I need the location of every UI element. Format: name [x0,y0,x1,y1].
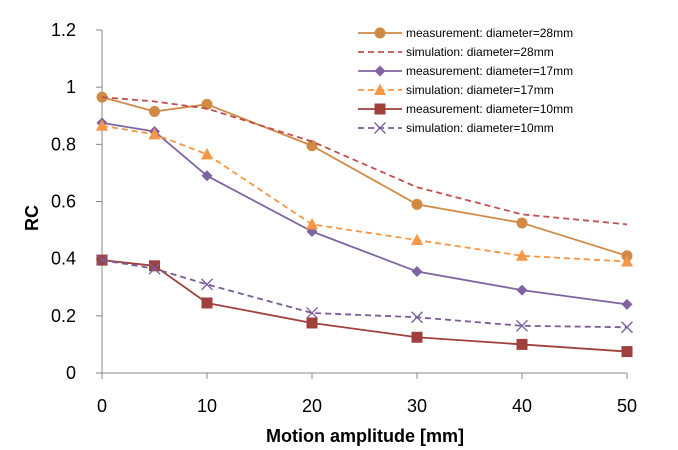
data-point [516,319,528,332]
series-6 [96,254,633,334]
legend-item: simulation: diameter=28mm [358,45,554,59]
data-point [149,260,160,272]
series-line [101,259,628,353]
y-tick-label: 0.2 [51,306,76,326]
x-tick-label: 10 [197,396,217,416]
legend-swatch-marker [374,65,386,77]
legend: measurement: diameter=28mm simulation: di… [358,26,573,135]
x-axis-title: Motion amplitude [mm] [266,426,464,446]
data-point [516,249,528,261]
data-point [516,217,528,229]
data-point [96,119,108,131]
data-point [201,147,213,160]
data-point [411,266,423,278]
y-axis: 0 0.2 0.4 0.6 0.8 1 1.2 [51,20,103,383]
y-tick-label: 0 [66,363,76,383]
legend-label: simulation: diameter=17mm [406,83,554,97]
series-layer [96,91,633,358]
legend-item: measurement: diameter=17mm [358,64,573,78]
legend-item: measurement: diameter=10mm [358,102,573,116]
data-point [306,140,318,152]
data-point [621,255,633,267]
legend-label: measurement: diameter=17mm [406,64,573,78]
data-point [306,217,318,230]
x-tick-label: 50 [617,396,637,416]
legend-item: simulation: diameter=10mm [358,121,554,135]
legend-swatch-marker [374,103,386,115]
data-point [306,307,318,319]
data-point [411,311,423,324]
series-2 [101,96,628,226]
data-point [621,321,633,334]
series-4 [96,119,633,267]
y-tick-label: 0.8 [51,134,76,154]
series-line [101,124,628,263]
legend-swatch-marker [374,122,386,134]
data-point [201,98,213,110]
data-point [621,346,633,358]
data-point [201,278,213,291]
data-point [516,284,528,296]
legend-swatch-marker [374,83,386,95]
y-tick-label: 0.6 [51,192,76,212]
y-tick-label: 1.2 [51,20,76,40]
x-tick-label: 30 [407,396,427,416]
series-5 [96,254,633,358]
x-tick-label: 20 [302,396,322,416]
data-point [201,170,213,182]
legend-label: simulation: diameter=10mm [406,121,554,135]
data-point [621,298,633,310]
data-point [411,331,423,343]
data-point [148,127,161,140]
legend-label: simulation: diameter=28mm [406,45,554,59]
y-tick-label: 1 [66,77,76,97]
legend-item: measurement: diameter=28mm [358,26,573,40]
legend-item: simulation: diameter=17mm [358,83,554,97]
x-tick-label: 40 [512,396,532,416]
legend-label: measurement: diameter=28mm [406,26,573,40]
data-point [148,262,161,275]
data-point [306,317,318,329]
data-point [516,338,528,350]
data-point [411,233,423,246]
x-axis: 0 10 20 30 40 50 [97,372,637,416]
data-point [411,198,423,210]
series-1 [96,91,633,262]
legend-swatch-marker [374,27,386,39]
y-tick-label: 0.4 [51,249,76,269]
data-point [149,105,160,117]
legend-label: measurement: diameter=10mm [406,102,573,116]
data-point [201,297,213,309]
series-line [101,96,628,226]
data-point [96,254,108,267]
x-tick-label: 0 [97,396,107,416]
y-axis-title: RC [22,205,42,231]
